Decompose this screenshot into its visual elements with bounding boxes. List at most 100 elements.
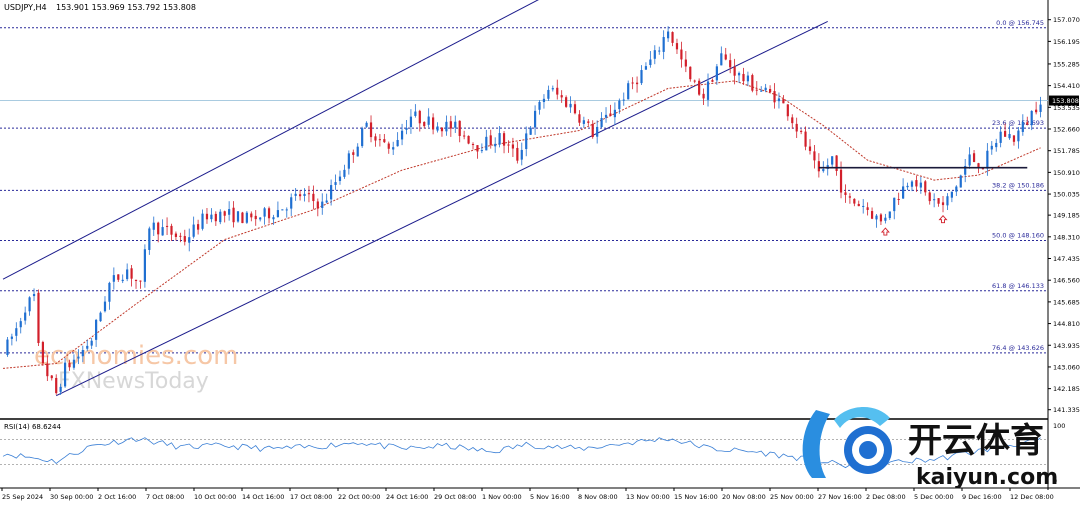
- candle-body: [853, 198, 856, 204]
- candle-body: [910, 181, 914, 187]
- candle: [862, 199, 865, 214]
- candle: [946, 193, 949, 211]
- candle: [210, 208, 213, 223]
- candle: [298, 189, 302, 201]
- candle-body: [964, 165, 967, 175]
- candle: [86, 339, 89, 351]
- candle: [986, 143, 989, 176]
- candle-body: [157, 222, 160, 235]
- fib-levels: 0.0 @ 156.745 23.6 @ 152.693 38.2 @ 150.18…: [0, 0, 1080, 490]
- candle-body: [347, 153, 350, 169]
- candle: [179, 232, 182, 243]
- current-price-label: 153.808: [1052, 97, 1079, 105]
- candle-body: [782, 99, 785, 104]
- candle: [941, 195, 945, 213]
- x-tick-label: 30 Sep 00:00: [50, 493, 93, 501]
- candle-body: [955, 186, 958, 192]
- candle: [1039, 96, 1042, 118]
- candle-body: [414, 111, 417, 116]
- candle-body: [103, 301, 107, 312]
- candle: [999, 126, 1002, 148]
- candle: [551, 85, 554, 92]
- candle-body: [1026, 122, 1029, 125]
- candle-body: [897, 198, 900, 200]
- candle-body: [498, 133, 501, 145]
- candle: [361, 126, 364, 148]
- candle: [795, 117, 798, 138]
- candle-body: [591, 124, 594, 138]
- candle-body: [392, 147, 395, 150]
- current-price-box: [1049, 95, 1079, 106]
- y-tick-label: 145.685: [1053, 298, 1080, 306]
- candle-body: [596, 126, 599, 137]
- candle: [458, 120, 461, 143]
- candle: [72, 354, 76, 370]
- candle-body: [330, 185, 333, 200]
- moving-average-line: [2, 80, 1041, 369]
- candle-body: [263, 208, 266, 217]
- candle-body: [361, 128, 364, 147]
- candle-body: [733, 66, 736, 76]
- candle: [245, 210, 248, 224]
- candle: [919, 176, 922, 194]
- brand-url: kaiyun.com: [916, 465, 1058, 490]
- candle: [715, 63, 718, 85]
- candle: [476, 145, 479, 159]
- candle-body: [848, 196, 852, 198]
- candle: [219, 209, 222, 225]
- candle-body: [95, 319, 98, 340]
- candle-body: [857, 203, 860, 207]
- candle: [312, 185, 315, 210]
- candle: [201, 209, 204, 231]
- candle: [764, 83, 767, 93]
- candle: [427, 108, 430, 128]
- candle-body: [635, 82, 639, 85]
- candle: [525, 126, 528, 157]
- candle: [19, 317, 22, 334]
- up-arrow-marker: [880, 227, 890, 236]
- candle-body: [352, 152, 355, 155]
- candle: [560, 90, 563, 103]
- candle: [418, 109, 421, 132]
- candle: [853, 198, 856, 207]
- candle-body: [432, 117, 435, 130]
- candle-body: [680, 49, 683, 60]
- fib-level-label: 50.0 @ 148.160: [992, 232, 1044, 240]
- candle: [800, 129, 803, 135]
- candle: [658, 46, 661, 55]
- candle: [587, 119, 590, 126]
- candle: [99, 311, 102, 322]
- x-tick-label: 15 Nov 16:00: [674, 493, 718, 501]
- candle-body: [245, 212, 248, 223]
- candle: [910, 180, 914, 192]
- kaiyun-emblem-icon: [802, 407, 892, 478]
- fib-level-label: 61.8 @ 146.133: [992, 282, 1044, 290]
- candle-body: [161, 227, 164, 236]
- candle: [693, 79, 696, 84]
- fib-level-label: 23.6 @ 152.693: [992, 119, 1044, 127]
- candle: [205, 208, 209, 224]
- candle-body: [627, 83, 630, 100]
- candle-body: [578, 114, 581, 123]
- candle-body: [139, 280, 142, 282]
- candle: [520, 142, 523, 166]
- x-tick-label: 17 Oct 08:00: [290, 493, 332, 501]
- candle: [902, 178, 905, 200]
- candle-body: [307, 193, 311, 195]
- candle: [68, 359, 71, 371]
- candle: [307, 185, 311, 203]
- candle-body: [276, 210, 280, 218]
- candle: [879, 213, 883, 226]
- candle: [157, 221, 160, 243]
- candle: [183, 229, 186, 246]
- candle: [569, 96, 572, 113]
- candle-body: [290, 197, 293, 209]
- candle-body: [720, 53, 723, 66]
- candle-body: [813, 151, 816, 161]
- candle-body: [804, 131, 807, 147]
- candle: [516, 141, 519, 164]
- candle-body: [108, 282, 111, 302]
- brand-chinese-name: 开云体育: [908, 421, 1044, 461]
- candle-body: [77, 356, 80, 359]
